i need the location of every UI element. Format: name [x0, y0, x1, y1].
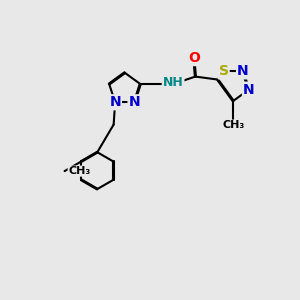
Text: N: N — [243, 83, 255, 97]
Text: O: O — [188, 51, 200, 65]
Text: NH: NH — [163, 76, 184, 89]
Text: N: N — [128, 95, 140, 109]
Text: N: N — [109, 95, 121, 109]
Text: S: S — [219, 64, 229, 78]
Text: N: N — [237, 64, 249, 78]
Text: CH₃: CH₃ — [222, 120, 244, 130]
Text: CH₃: CH₃ — [68, 166, 90, 176]
